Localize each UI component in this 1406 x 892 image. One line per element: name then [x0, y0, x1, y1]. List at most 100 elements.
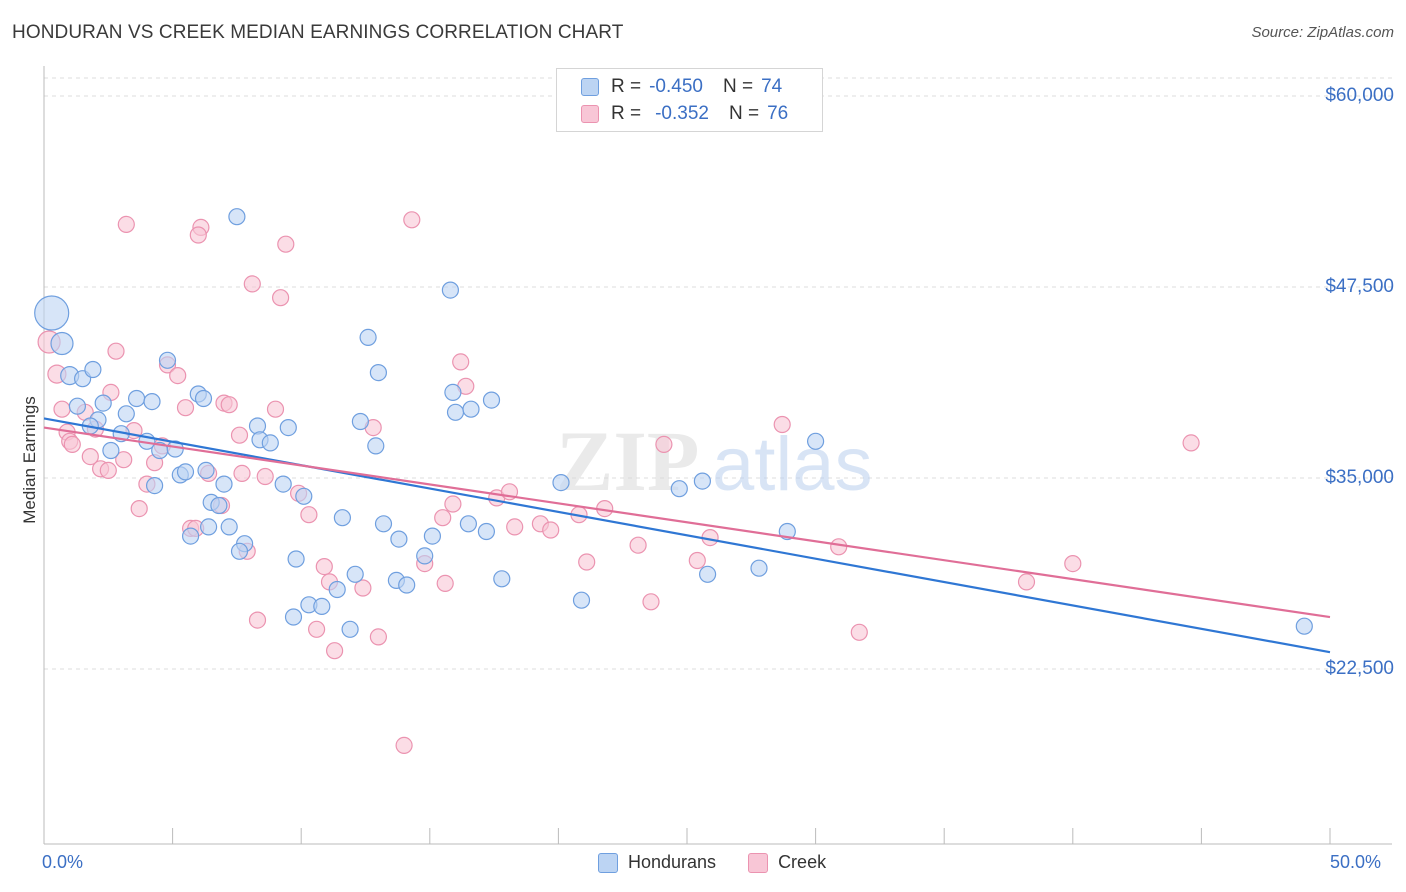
honduran-point — [482, 391, 501, 409]
honduran-point — [493, 570, 511, 588]
stats-legend-row-hondurans: R = -0.450 N = 74 — [581, 76, 782, 98]
honduran-point — [346, 565, 364, 583]
watermark: ZIP atlas — [556, 413, 873, 509]
chart-title: HONDURAN VS CREEK MEDIAN EARNINGS CORREL… — [12, 22, 624, 43]
honduran-point — [572, 591, 591, 609]
creek-point — [642, 593, 660, 611]
honduran-point — [341, 620, 359, 638]
axes — [43, 66, 1392, 845]
creek-point — [81, 448, 99, 466]
creek-point — [850, 623, 868, 641]
honduran-point — [328, 580, 346, 599]
honduran-point — [84, 360, 102, 379]
honduran-trend-line — [43, 417, 1331, 654]
gridlines — [44, 77, 1392, 670]
honduran-point — [698, 565, 717, 583]
creek-point — [189, 226, 207, 244]
honduran-point — [210, 496, 228, 515]
creek-point — [169, 367, 187, 385]
creek-point — [688, 551, 706, 570]
creek-point — [452, 353, 470, 371]
legend-swatch-creek — [748, 852, 769, 873]
creek-point — [266, 400, 285, 418]
honduran-point — [128, 389, 146, 408]
honduran-point — [351, 412, 369, 431]
n-label: N = — [728, 103, 760, 124]
honduran-point — [552, 474, 570, 492]
honduran-point — [274, 475, 292, 493]
honduran-point — [693, 472, 712, 490]
creek-point — [300, 506, 318, 524]
r-label: R = — [611, 76, 642, 97]
creek-point — [773, 415, 791, 434]
honduran-point — [200, 518, 218, 536]
creek-point — [542, 521, 560, 539]
r-label: R = — [611, 103, 642, 124]
honduran-point — [423, 527, 441, 545]
creek-point — [1017, 573, 1036, 591]
stats-legend-row-creek: R = -0.352 N = 76 — [581, 103, 788, 125]
creek-point — [308, 620, 326, 638]
legend-label-hondurans: Hondurans — [628, 852, 717, 872]
r-value: -0.450 — [649, 76, 703, 97]
watermark-atlas: atlas — [712, 422, 873, 507]
trend-lines — [43, 417, 1331, 654]
honduran-point — [444, 383, 462, 401]
creek-point — [243, 275, 261, 293]
creek-point — [248, 611, 267, 629]
creek-point — [63, 435, 81, 453]
creek-point — [256, 467, 274, 486]
series-legend: Hondurans Creek — [598, 852, 858, 873]
creek-point — [230, 426, 249, 444]
n-value: 76 — [767, 103, 789, 124]
creek-point — [272, 289, 290, 307]
honduran-point — [182, 527, 200, 545]
legend-item-creek[interactable]: Creek — [748, 852, 826, 873]
honduran-point — [367, 437, 385, 455]
legend-item-hondurans[interactable]: Hondurans — [598, 852, 716, 873]
y-tick-label: $60,000 — [1325, 85, 1394, 106]
honduran-point — [359, 328, 377, 346]
n-label: N = — [722, 76, 754, 97]
n-value: 74 — [761, 76, 783, 97]
honduran-point — [369, 364, 387, 382]
honduran-point — [143, 393, 161, 411]
x-tick-label-max: 50.0% — [1330, 852, 1382, 872]
honduran-point — [176, 463, 195, 481]
honduran-point — [295, 487, 313, 505]
creek-point — [403, 211, 421, 229]
honduran-point — [313, 597, 331, 616]
legend-swatch-pink — [581, 105, 599, 123]
creek-point — [115, 451, 133, 469]
creek-point — [107, 342, 125, 360]
honduran-point — [441, 281, 459, 299]
creek-point — [277, 235, 295, 253]
creek-point — [830, 538, 848, 556]
honduran-point — [398, 576, 416, 594]
honduran-point — [158, 351, 177, 369]
honduran-point — [670, 480, 688, 498]
r-value: -0.352 — [655, 103, 709, 124]
honduran-point — [806, 432, 825, 450]
honduran-point — [220, 518, 238, 536]
creek-point — [117, 215, 135, 233]
honduran-point — [477, 522, 495, 541]
x-tick-label-min: 0.0% — [42, 852, 84, 872]
y-tick-label: $35,000 — [1325, 467, 1394, 488]
creek-trend-line — [43, 426, 1331, 619]
y-tick-label: $22,500 — [1325, 658, 1394, 679]
creek-point — [444, 495, 462, 513]
creek-point — [220, 396, 238, 414]
creek-point — [315, 557, 333, 576]
honduran-point — [50, 331, 74, 356]
honduran-point — [68, 397, 87, 415]
honduran-point — [333, 509, 351, 527]
creek-point — [506, 518, 524, 536]
honduran-point — [750, 559, 768, 577]
honduran-point — [261, 434, 279, 452]
creek-point — [578, 553, 596, 571]
legend-swatch-blue — [581, 78, 599, 96]
honduran-point — [459, 515, 477, 533]
honduran-point — [284, 608, 303, 626]
